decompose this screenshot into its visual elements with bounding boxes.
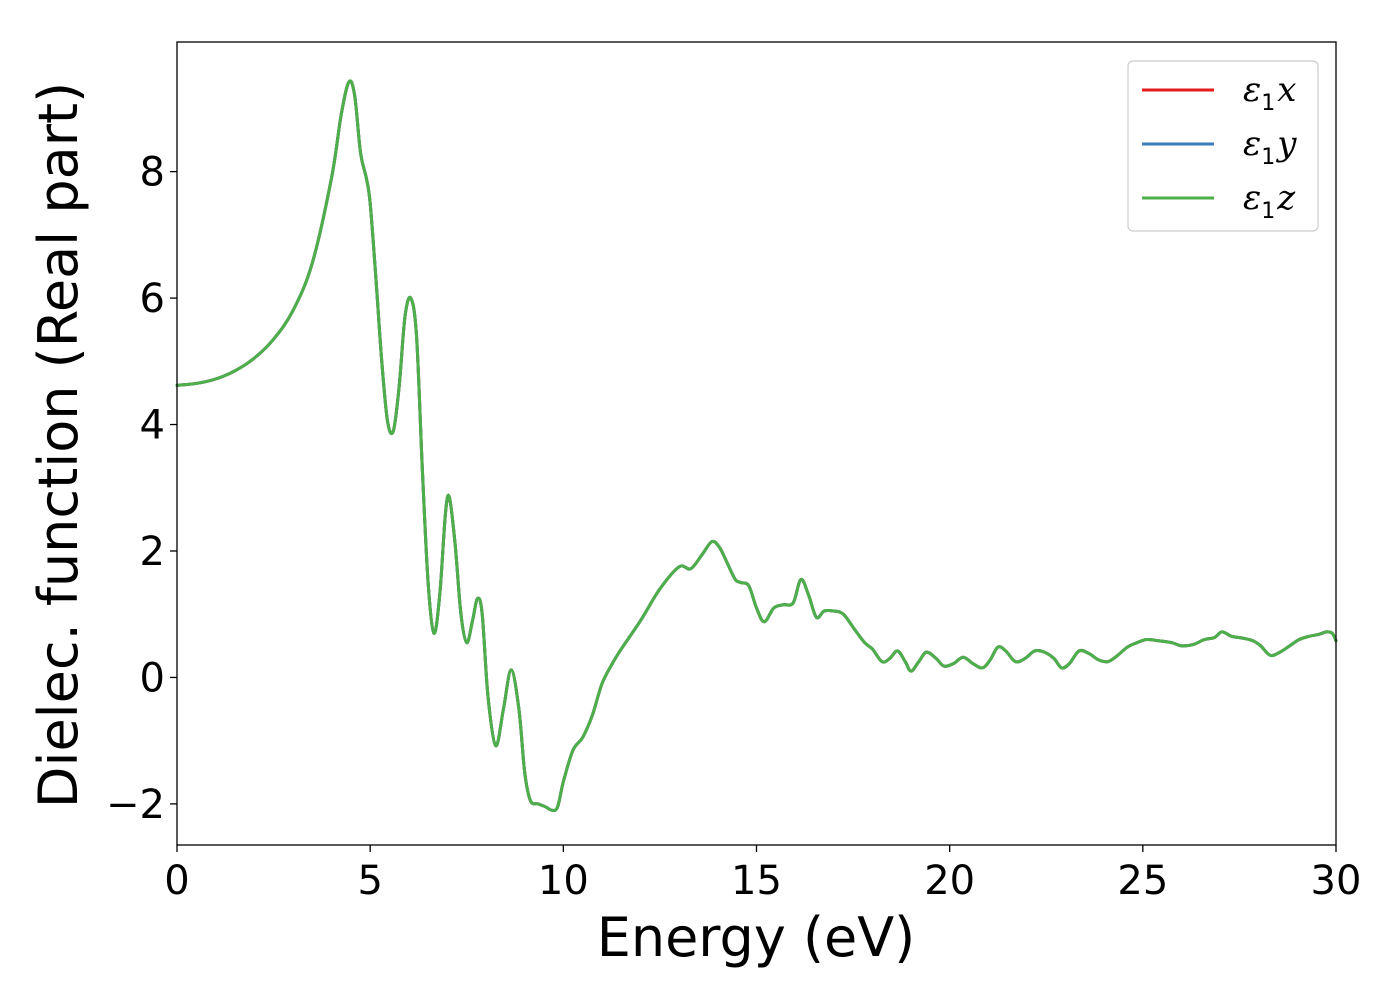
x-tick-label: 5 bbox=[357, 858, 382, 904]
x-tick-label: 0 bbox=[164, 858, 189, 904]
series-layer bbox=[175, 79, 1338, 812]
x-axis-ticks: 0 5 10 15 20 25 30 bbox=[164, 845, 1361, 904]
y-tick-label: 2 bbox=[140, 529, 165, 575]
legend: ε1x ε1y ε1z bbox=[1127, 60, 1319, 232]
series-line-z bbox=[175, 79, 1338, 812]
legend-label-y: ε1y bbox=[1243, 124, 1297, 170]
x-tick-label: 10 bbox=[538, 858, 589, 904]
x-tick-label: 20 bbox=[924, 858, 975, 904]
x-axis-label: Energy (eV) bbox=[597, 906, 916, 969]
y-tick-label: 0 bbox=[140, 655, 165, 701]
x-tick-label: 25 bbox=[1117, 858, 1168, 904]
y-tick-label: 8 bbox=[140, 150, 165, 196]
y-axis-label: Dielec. function (Real part) bbox=[27, 82, 90, 808]
y-tick-label: −2 bbox=[106, 782, 165, 828]
legend-label-z: ε1z bbox=[1243, 178, 1296, 224]
y-axis-ticks: −2 0 2 4 6 8 bbox=[106, 150, 177, 828]
y-tick-label: 6 bbox=[140, 276, 165, 322]
x-tick-label: 15 bbox=[731, 858, 782, 904]
y-tick-label: 4 bbox=[140, 403, 165, 449]
legend-box bbox=[1127, 60, 1319, 232]
x-tick-label: 30 bbox=[1311, 858, 1362, 904]
legend-label-x: ε1x bbox=[1243, 70, 1296, 116]
